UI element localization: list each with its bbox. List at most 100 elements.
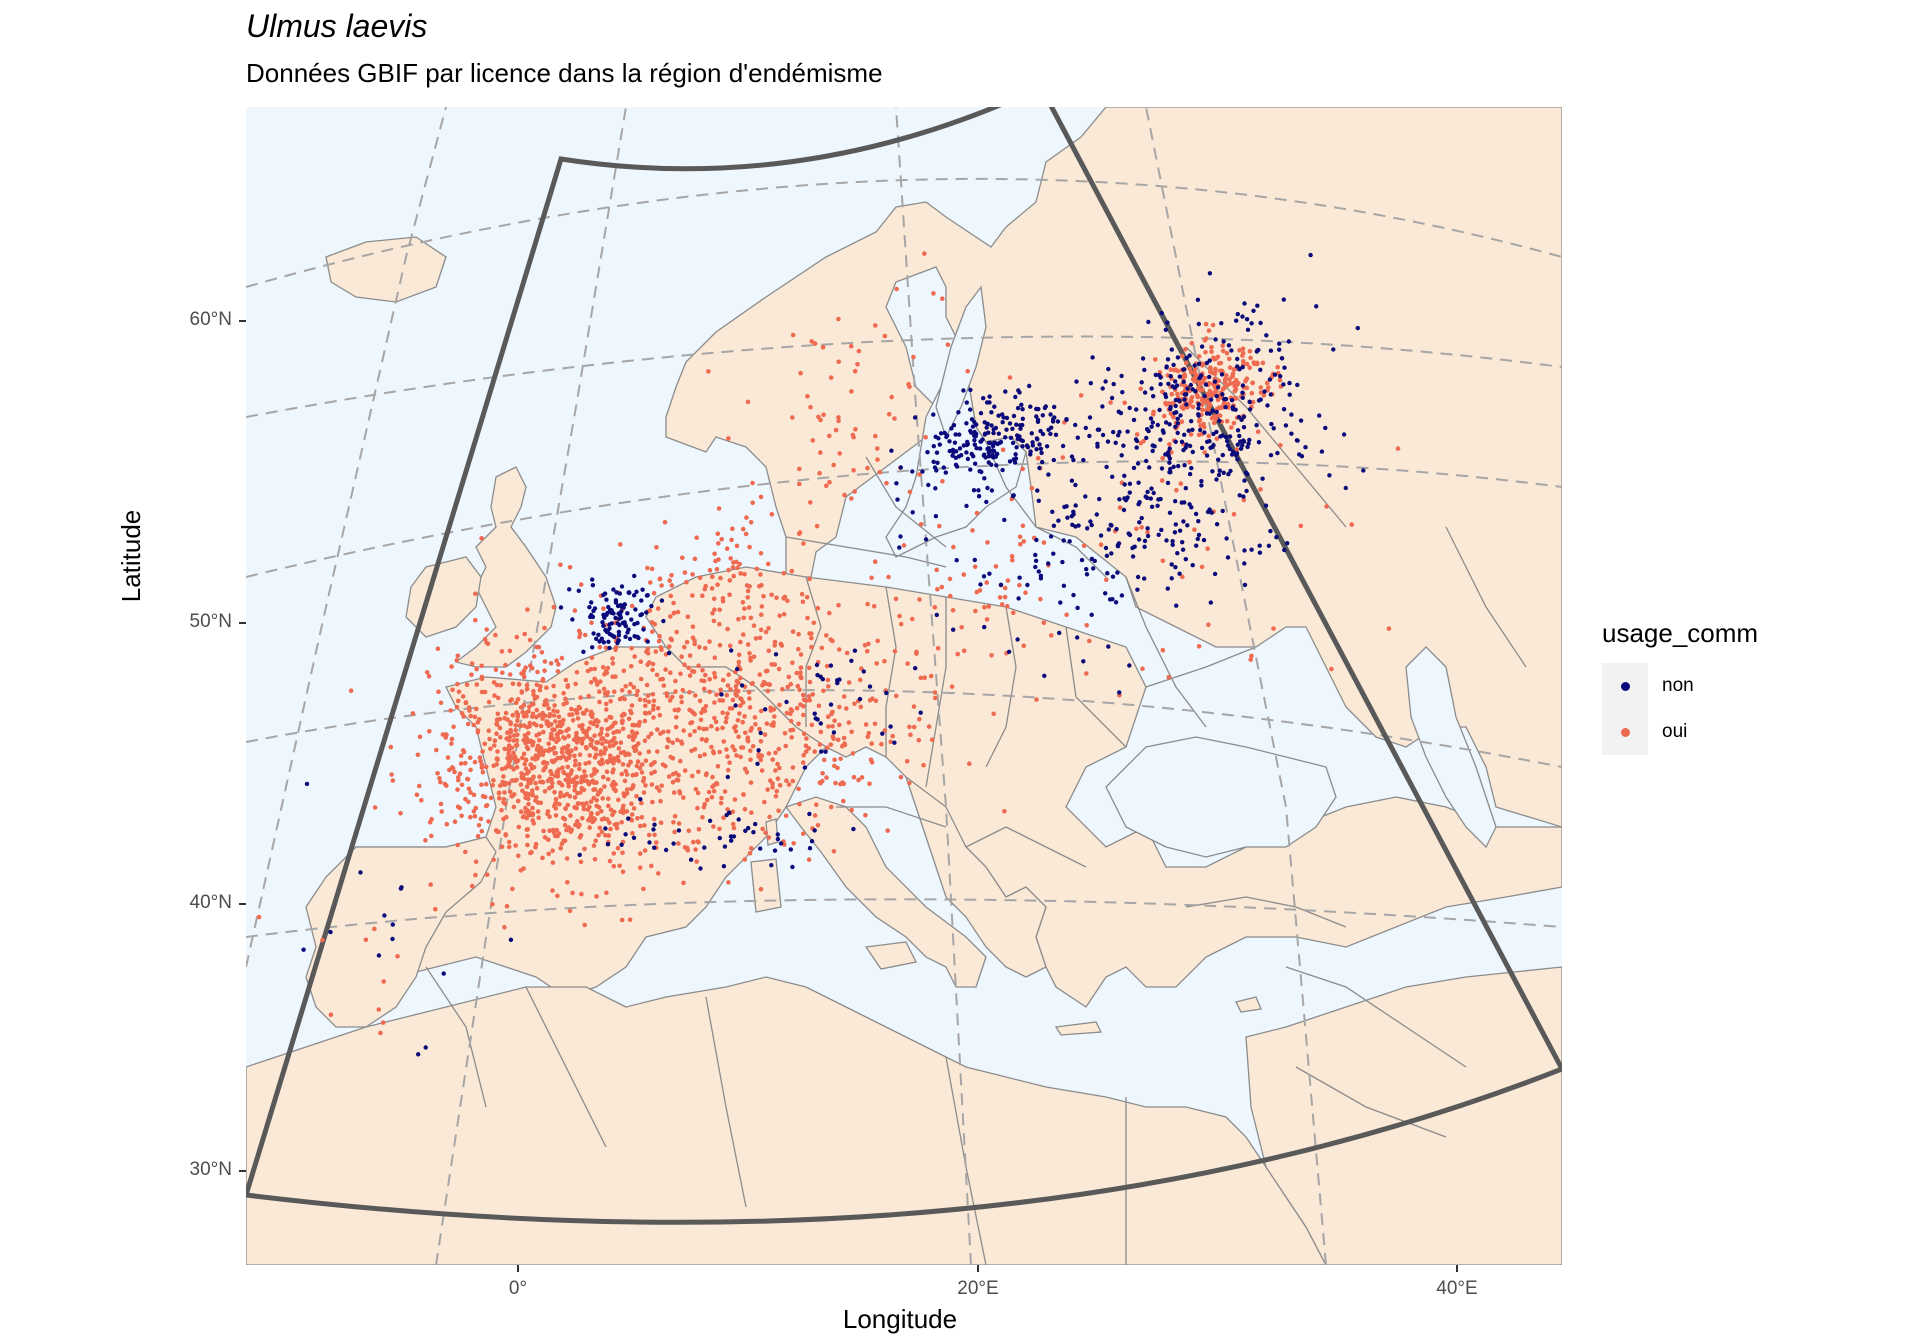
point-oui xyxy=(531,821,537,826)
point-oui xyxy=(423,838,428,843)
point-oui xyxy=(555,755,561,761)
point-non xyxy=(632,573,637,579)
point-oui xyxy=(428,882,433,887)
point-oui xyxy=(762,799,767,805)
point-non xyxy=(719,692,724,697)
point-non xyxy=(1119,453,1124,458)
point-oui xyxy=(673,678,678,684)
point-oui xyxy=(491,857,496,863)
point-non xyxy=(931,459,936,464)
point-non xyxy=(991,455,996,460)
point-non xyxy=(964,450,969,455)
point-oui xyxy=(328,1012,334,1018)
point-oui xyxy=(754,566,760,572)
point-non xyxy=(964,503,969,509)
point-oui xyxy=(1209,345,1214,350)
point-non xyxy=(1258,397,1263,402)
point-oui xyxy=(563,677,569,683)
point-non xyxy=(736,817,741,822)
point-oui xyxy=(797,801,802,807)
point-oui xyxy=(583,773,588,779)
point-oui xyxy=(711,750,716,756)
point-oui xyxy=(849,389,854,394)
point-oui xyxy=(703,672,708,678)
point-oui xyxy=(738,754,743,760)
point-oui xyxy=(827,433,832,439)
land-ireland xyxy=(405,556,482,638)
point-non xyxy=(1115,570,1120,575)
point-oui xyxy=(449,664,454,669)
point-non xyxy=(965,441,970,447)
point-non xyxy=(1215,385,1221,390)
point-non xyxy=(1224,536,1229,541)
point-oui xyxy=(595,811,600,816)
graticule xyxy=(246,107,1562,1265)
point-oui xyxy=(714,567,720,572)
point-oui xyxy=(1244,361,1250,367)
point-oui xyxy=(577,766,582,772)
point-oui xyxy=(712,674,718,680)
point-oui xyxy=(907,384,912,390)
point-non xyxy=(605,842,611,847)
point-oui xyxy=(494,721,499,727)
point-oui xyxy=(671,600,676,606)
point-non xyxy=(1147,465,1152,470)
point-oui xyxy=(993,564,999,569)
point-non xyxy=(1225,555,1231,560)
point-non xyxy=(1073,482,1078,488)
point-oui xyxy=(531,688,536,694)
point-oui xyxy=(836,418,841,424)
point-oui xyxy=(729,706,735,711)
point-non xyxy=(1343,485,1349,491)
point-non xyxy=(619,609,624,614)
xtick-label-20: 20°E xyxy=(957,1278,999,1299)
point-oui xyxy=(777,702,782,708)
point-oui xyxy=(608,715,614,720)
point-non xyxy=(746,825,751,831)
point-non xyxy=(1235,356,1240,362)
point-non xyxy=(1277,341,1282,346)
point-oui xyxy=(639,815,645,820)
point-oui xyxy=(820,345,826,350)
point-oui xyxy=(1207,388,1213,394)
point-non xyxy=(1094,512,1099,517)
point-oui xyxy=(651,816,657,822)
point-oui xyxy=(604,732,610,738)
point-oui xyxy=(690,624,696,629)
point-oui xyxy=(777,613,782,618)
point-oui xyxy=(514,738,520,743)
point-non xyxy=(1013,394,1018,400)
point-oui xyxy=(819,645,825,651)
point-non xyxy=(1038,576,1044,581)
point-oui xyxy=(685,847,691,853)
point-oui xyxy=(731,573,736,579)
point-oui xyxy=(1160,647,1166,653)
point-non xyxy=(1016,388,1021,393)
point-non xyxy=(725,774,730,780)
point-non xyxy=(1117,690,1122,695)
point-oui xyxy=(730,821,736,827)
point-oui xyxy=(727,643,733,649)
point-oui xyxy=(568,813,573,818)
point-oui xyxy=(759,768,765,773)
point-oui xyxy=(741,792,746,797)
point-oui xyxy=(549,784,555,790)
point-non xyxy=(1245,327,1251,332)
point-non xyxy=(775,832,780,837)
point-oui xyxy=(522,631,527,637)
point-oui xyxy=(686,665,691,671)
point-non xyxy=(923,537,929,542)
point-non xyxy=(611,587,616,592)
point-non xyxy=(1184,402,1189,407)
point-oui xyxy=(709,744,714,750)
point-oui xyxy=(620,869,626,875)
point-oui xyxy=(496,790,502,796)
point-oui xyxy=(1160,456,1165,461)
point-non xyxy=(1033,558,1039,563)
point-oui xyxy=(674,629,679,635)
point-non xyxy=(1065,515,1070,520)
point-non xyxy=(1015,637,1020,642)
point-oui xyxy=(1187,366,1192,371)
point-non xyxy=(1244,317,1250,322)
point-non xyxy=(1227,446,1233,452)
